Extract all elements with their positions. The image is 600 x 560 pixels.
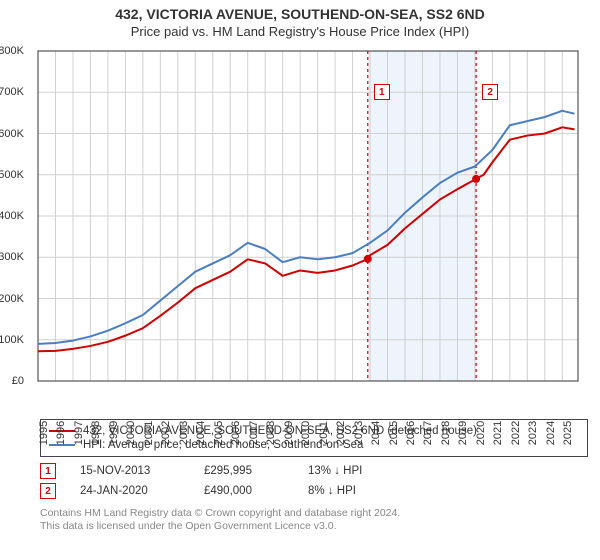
x-tick-label: 1995 bbox=[38, 421, 50, 445]
sales-table: 1 15-NOV-2013 £295,995 13% ↓ HPI 2 24-JAN-202… bbox=[40, 461, 588, 501]
y-tick-label: £200K bbox=[0, 293, 24, 305]
y-tick-label: £500K bbox=[0, 169, 24, 181]
sale-date: 24-JAN-2020 bbox=[80, 485, 180, 497]
x-tick-label: 2006 bbox=[230, 421, 242, 445]
x-tick-label: 2016 bbox=[405, 421, 417, 445]
x-tick-label: 2022 bbox=[510, 421, 522, 445]
x-tick-label: 1998 bbox=[90, 421, 102, 445]
x-tick-label: 2001 bbox=[143, 421, 155, 445]
chart-marker-badge: 1 bbox=[374, 84, 390, 100]
x-tick-label: 2020 bbox=[475, 421, 487, 445]
x-tick-label: 1999 bbox=[108, 421, 120, 445]
x-tick-label: 2018 bbox=[440, 421, 452, 445]
sale-price: £490,000 bbox=[204, 485, 284, 497]
y-tick-label: £400K bbox=[0, 210, 24, 222]
x-tick-label: 2014 bbox=[370, 421, 382, 445]
x-tick-label: 2023 bbox=[527, 421, 539, 445]
x-tick-label: 2012 bbox=[335, 421, 347, 445]
page-title: 432, VICTORIA AVENUE, SOUTHEND-ON-SEA, S… bbox=[0, 0, 600, 22]
y-tick-label: £0 bbox=[12, 375, 24, 387]
x-tick-label: 1996 bbox=[55, 421, 67, 445]
footer-line-2: This data is licensed under the Open Gov… bbox=[40, 520, 588, 533]
page: 432, VICTORIA AVENUE, SOUTHEND-ON-SEA, S… bbox=[0, 0, 600, 560]
x-tick-label: 1997 bbox=[73, 421, 85, 445]
y-tick-label: £300K bbox=[0, 251, 24, 263]
x-tick-label: 2013 bbox=[353, 421, 365, 445]
x-tick-label: 2024 bbox=[545, 421, 557, 445]
x-tick-label: 2007 bbox=[248, 421, 260, 445]
x-tick-label: 2019 bbox=[457, 421, 469, 445]
table-row: 1 15-NOV-2013 £295,995 13% ↓ HPI bbox=[40, 461, 588, 481]
x-tick-label: 2002 bbox=[160, 421, 172, 445]
chart: £0£100K£200K£300K£400K£500K£600K£700K£80… bbox=[28, 43, 588, 413]
x-tick-label: 2015 bbox=[388, 421, 400, 445]
chart-marker-badge: 2 bbox=[482, 84, 498, 100]
x-tick-label: 2009 bbox=[283, 421, 295, 445]
footer-line-1: Contains HM Land Registry data © Crown c… bbox=[40, 507, 588, 520]
y-tick-label: £600K bbox=[0, 128, 24, 140]
x-tick-label: 2008 bbox=[265, 421, 277, 445]
x-tick-label: 2017 bbox=[422, 421, 434, 445]
x-tick-label: 2025 bbox=[562, 421, 574, 445]
y-tick-label: £800K bbox=[0, 45, 24, 57]
chart-svg bbox=[28, 43, 588, 413]
x-tick-label: 2004 bbox=[195, 421, 207, 445]
sale-delta-vs-hpi: 8% ↓ HPI bbox=[308, 485, 418, 497]
y-tick-label: £100K bbox=[0, 334, 24, 346]
table-row: 2 24-JAN-2020 £490,000 8% ↓ HPI bbox=[40, 481, 588, 501]
sale-delta-vs-hpi: 13% ↓ HPI bbox=[308, 465, 418, 477]
x-tick-label: 2010 bbox=[300, 421, 312, 445]
sale-badge: 2 bbox=[40, 483, 56, 499]
legend: 432, VICTORIA AVENUE, SOUTHEND-ON-SEA, S… bbox=[40, 419, 588, 457]
x-tick-label: 2011 bbox=[318, 421, 330, 445]
x-tick-label: 2003 bbox=[178, 421, 190, 445]
x-tick-label: 2005 bbox=[213, 421, 225, 445]
footer: Contains HM Land Registry data © Crown c… bbox=[40, 507, 588, 533]
x-tick-label: 2021 bbox=[492, 421, 504, 445]
x-tick-label: 2000 bbox=[125, 421, 137, 445]
sale-badge: 1 bbox=[40, 463, 56, 479]
sale-price: £295,995 bbox=[204, 465, 284, 477]
sale-date: 15-NOV-2013 bbox=[80, 465, 180, 477]
y-tick-label: £700K bbox=[0, 86, 24, 98]
page-subtitle: Price paid vs. HM Land Registry's House … bbox=[0, 22, 600, 43]
